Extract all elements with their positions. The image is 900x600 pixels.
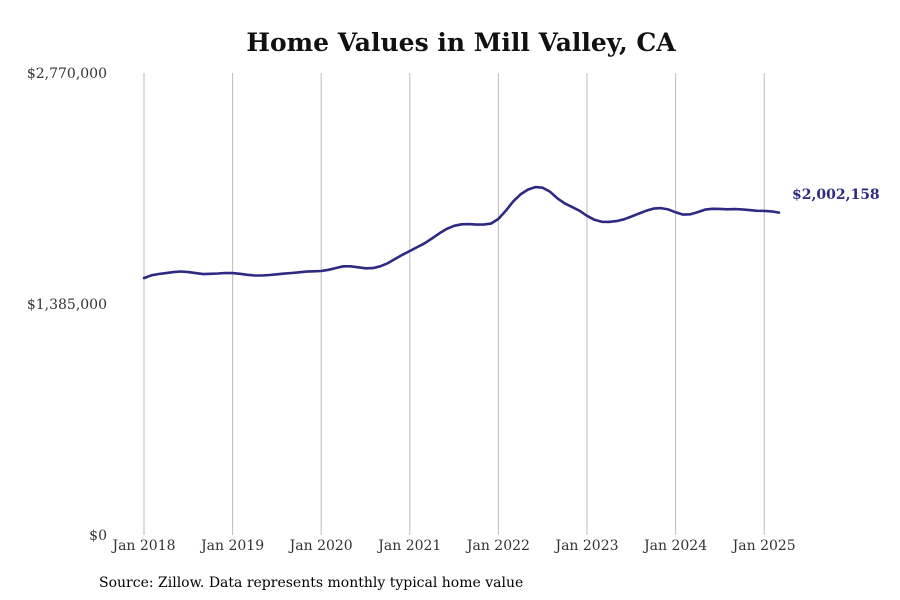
x-tick-label: Jan 2025: [731, 538, 796, 554]
series-layer: [142, 185, 781, 280]
x-axis-tick-labels: Jan 2018 Jan 2019 Jan 2020 Jan 2021 Jan 2022…: [110, 538, 795, 554]
chart-title: Home Values in Mill Valley, CA: [246, 28, 676, 57]
x-tick-label: Jan 2021: [376, 538, 441, 554]
series-line-0: [142, 185, 781, 280]
x-tick-label: Jan 2024: [642, 538, 707, 554]
x-tick-label: Jan 2020: [288, 538, 353, 554]
y-tick-label: $0: [89, 528, 107, 544]
y-tick-label: $1,385,000: [27, 297, 107, 313]
end-value-label: $2,002,158: [792, 187, 880, 203]
y-axis-tick-labels: $0 $1,385,000 $2,770,000: [27, 66, 107, 544]
source-note: Source: Zillow. Data represents monthly …: [99, 575, 523, 591]
x-tick-label: Jan 2023: [553, 538, 618, 554]
x-tick-label: Jan 2019: [199, 538, 264, 554]
x-tick-label: Jan 2022: [465, 538, 530, 554]
x-tick-label: Jan 2018: [110, 538, 175, 554]
y-tick-label: $2,770,000: [27, 66, 107, 82]
gridlines: [143, 73, 765, 535]
